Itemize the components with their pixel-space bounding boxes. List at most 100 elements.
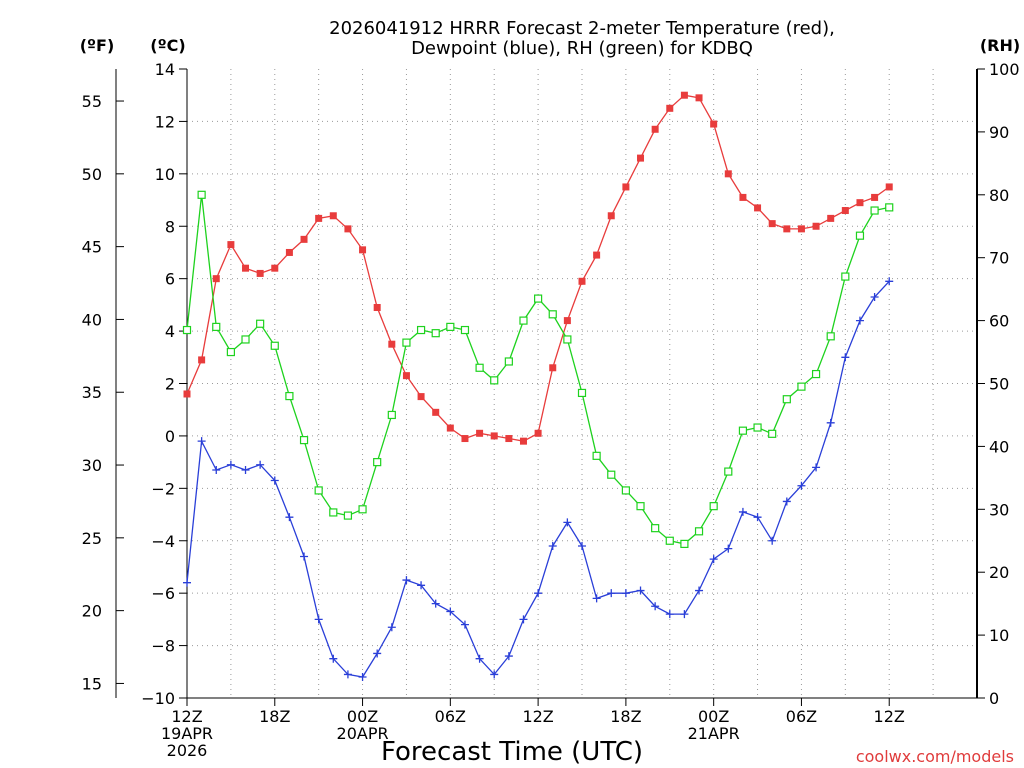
rh-point <box>431 329 440 338</box>
rh-tick-label: 100 <box>989 60 1020 79</box>
dewpoint-point <box>241 465 250 474</box>
rh-point <box>768 429 777 438</box>
celsius-tick-label: −10 <box>141 689 175 708</box>
celsius-unit-label: (ºC) <box>150 36 185 55</box>
rh-point <box>299 436 309 445</box>
celsius-tick-label: −4 <box>151 532 175 551</box>
fahrenheit-tick-label: 35 <box>82 383 102 402</box>
dewpoint-point <box>197 437 206 446</box>
rh-tick-label: 30 <box>989 500 1009 519</box>
x-tick-label: 06Z <box>435 707 466 726</box>
rh-point <box>826 332 835 341</box>
dewpoint-point <box>226 460 235 469</box>
rh-point <box>446 322 455 331</box>
rh-tick-label: 90 <box>989 123 1009 142</box>
rh-point <box>504 357 513 366</box>
temperature-point <box>607 212 615 220</box>
fahrenheit-tick-label: 25 <box>82 529 102 548</box>
temperature-point <box>227 241 235 249</box>
dewpoint-point <box>607 589 616 598</box>
temperature-point <box>402 372 410 380</box>
dewpoint-point <box>738 507 747 516</box>
rh-point <box>753 423 762 432</box>
fahrenheit-tick-label: 50 <box>82 165 102 184</box>
rh-point <box>226 347 235 357</box>
rh-point <box>197 190 206 199</box>
temperature-point <box>417 393 425 401</box>
x-axis-title: Forecast Time (UTC) <box>381 737 643 767</box>
temperature-point <box>461 435 469 443</box>
dewpoint-point <box>460 620 469 629</box>
temperature-point <box>534 429 542 437</box>
rh-tick-label: 60 <box>989 312 1009 331</box>
dewpoint-point <box>695 586 704 595</box>
rh-point <box>343 511 353 520</box>
rh-point <box>548 310 557 319</box>
rh-tick-label: 70 <box>989 249 1009 268</box>
rh-tick-label: 40 <box>989 437 1009 456</box>
temperature-point <box>198 356 206 364</box>
temperature-point <box>242 264 250 272</box>
temperature-point <box>710 120 718 128</box>
dewpoint-point <box>504 652 513 661</box>
rh-series <box>182 190 894 548</box>
x-tick-label: 18Z <box>259 707 290 726</box>
dewpoint-point <box>592 594 601 603</box>
fahrenheit-tick-label: 45 <box>82 238 102 257</box>
dewpoint-point <box>563 518 572 527</box>
temperature-point <box>315 214 323 222</box>
chart-title-line-2: Dewpoint (blue), RH (green) for KDBQ <box>411 38 753 59</box>
rh-point <box>475 363 484 372</box>
dewpoint-point <box>709 555 718 564</box>
x-tick-label: 00Z <box>698 707 729 726</box>
rh-point <box>577 388 587 398</box>
temperature-point <box>183 390 191 398</box>
rh-point <box>636 502 645 511</box>
temperature-point <box>871 193 879 201</box>
temperature-point <box>329 212 337 220</box>
rh-tick-label: 0 <box>989 689 999 708</box>
rh-point <box>256 319 265 328</box>
temperature-point <box>432 408 440 416</box>
dewpoint-point <box>621 589 630 598</box>
rh-point <box>665 536 674 545</box>
x-tick-label: 12Z <box>522 707 553 726</box>
temperature-point <box>637 154 645 162</box>
fahrenheit-tick-label: 40 <box>82 310 102 329</box>
dewpoint-point <box>314 615 323 624</box>
rh-point <box>387 410 396 420</box>
dewpoint-point <box>387 623 396 632</box>
temperature-point <box>754 204 762 212</box>
rh-point <box>870 206 879 215</box>
rh-point <box>285 391 294 401</box>
temperature-point <box>827 214 835 222</box>
dewpoint-point <box>256 460 265 469</box>
rh-point <box>402 338 411 347</box>
dewpoint-point <box>343 670 352 679</box>
rh-point <box>680 539 689 548</box>
temperature-point <box>271 264 279 272</box>
dewpoint-point <box>431 599 440 608</box>
dewpoint-point <box>300 552 309 561</box>
fahrenheit-unit-label: (ºF) <box>80 36 115 55</box>
dewpoint-point <box>651 602 660 611</box>
rh-point <box>841 272 850 281</box>
temperature-point <box>680 91 688 99</box>
celsius-tick-label: −6 <box>151 584 175 603</box>
rh-point <box>314 486 323 495</box>
temperature-point <box>739 193 747 201</box>
rh-point <box>519 316 528 325</box>
temperature-point <box>490 432 498 440</box>
rh-point <box>811 369 821 379</box>
dewpoint-point <box>270 476 279 485</box>
celsius-tick-label: 2 <box>165 375 175 394</box>
dewpoint-point <box>753 513 762 522</box>
dewpoint-point <box>680 610 689 619</box>
temperature-point <box>856 199 864 207</box>
fahrenheit-tick-label: 55 <box>82 92 102 111</box>
temperature-series <box>183 91 893 445</box>
rh-tick-label: 10 <box>989 626 1009 645</box>
temperature-point <box>285 248 293 256</box>
celsius-tick-label: 6 <box>165 270 175 289</box>
